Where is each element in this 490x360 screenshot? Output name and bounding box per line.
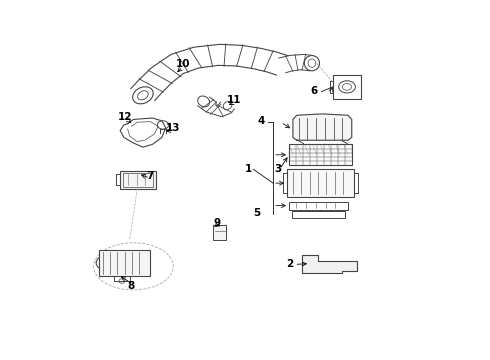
Bar (289, 144, 352, 165)
Bar (333, 75, 361, 99)
Bar (123, 173, 153, 186)
Text: 11: 11 (227, 95, 241, 105)
Polygon shape (293, 114, 352, 140)
Text: 3: 3 (274, 164, 281, 174)
Text: 1: 1 (245, 164, 252, 174)
Text: 6: 6 (311, 86, 318, 96)
Text: 2: 2 (287, 260, 294, 269)
Bar (213, 225, 226, 240)
Bar (292, 211, 344, 217)
Text: 5: 5 (253, 208, 261, 218)
Text: 4: 4 (257, 116, 265, 126)
Text: 13: 13 (166, 123, 180, 133)
Text: 8: 8 (127, 281, 134, 291)
Bar (99, 250, 150, 276)
Text: 9: 9 (213, 218, 220, 228)
Text: 12: 12 (118, 112, 132, 122)
Polygon shape (302, 255, 358, 273)
Text: 10: 10 (175, 59, 190, 69)
Bar (120, 171, 156, 189)
Bar (287, 169, 354, 197)
Text: 7: 7 (146, 171, 153, 181)
Bar (289, 202, 348, 210)
